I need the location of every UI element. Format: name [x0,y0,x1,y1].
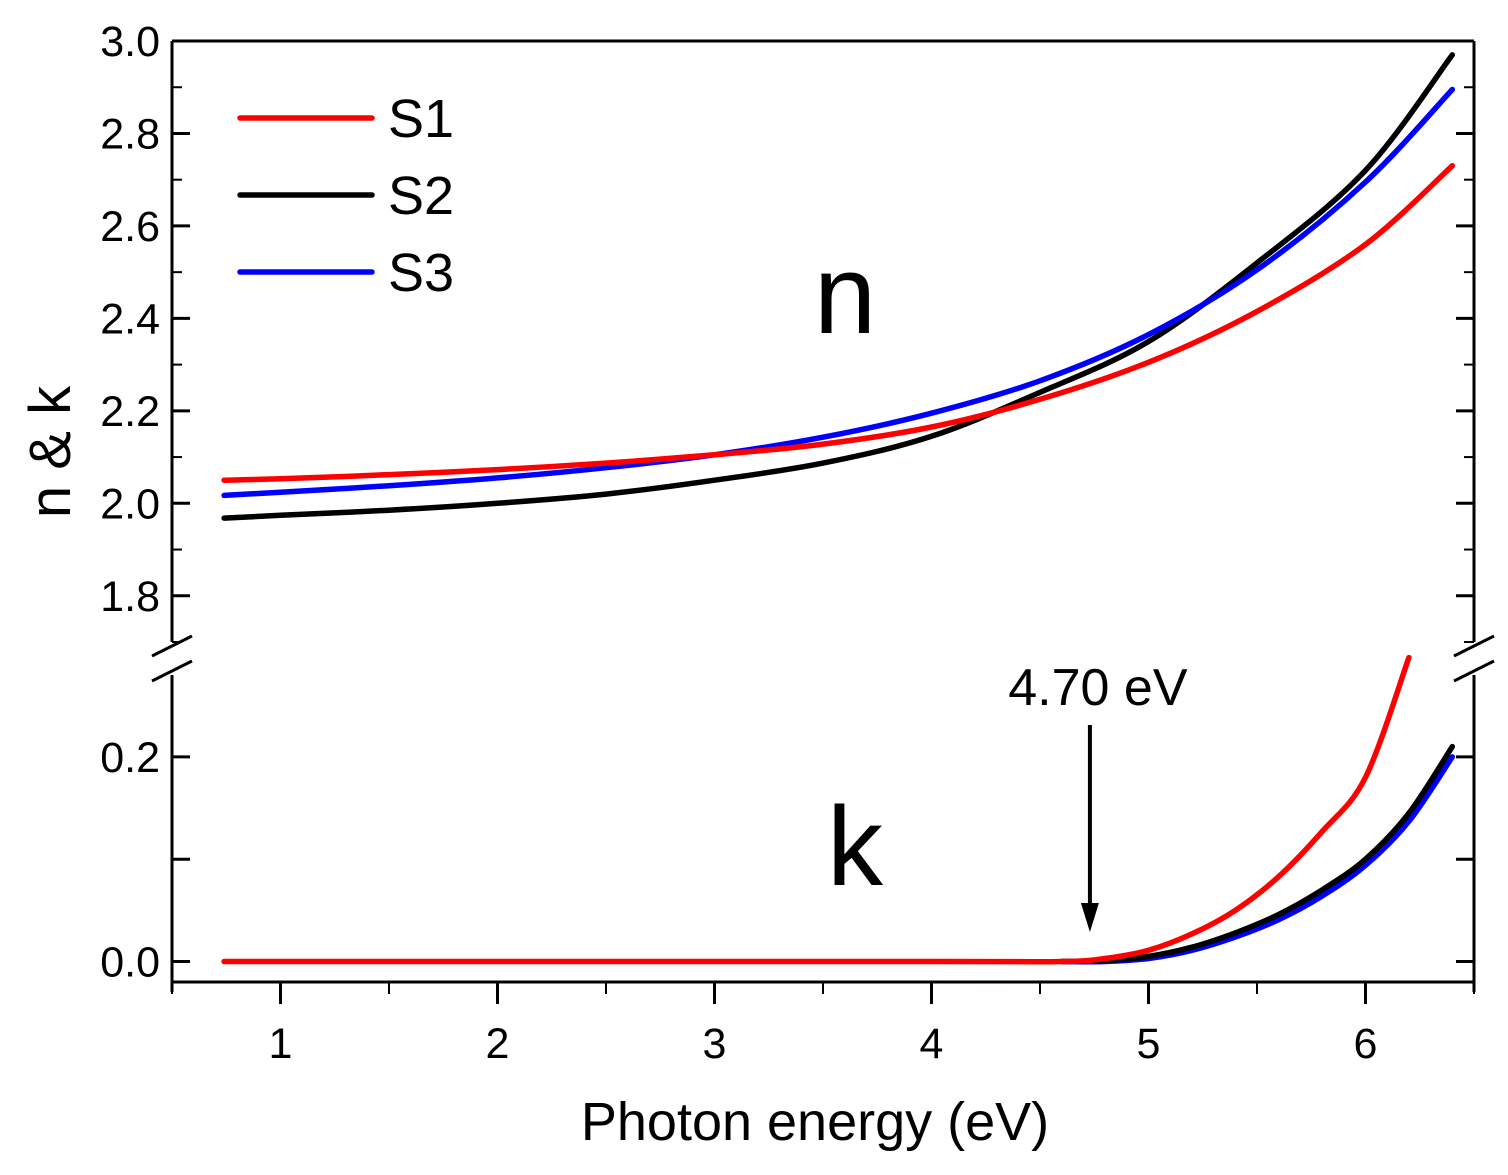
y-tick-label-upper: 2.2 [100,388,160,436]
k-series-s1 [221,654,1412,965]
annotation-label: 4.70 eV [1008,659,1188,717]
legend-label-s2: S2 [388,166,454,226]
axes [151,39,1495,1004]
y-tick-label-upper: 3.0 [100,18,160,66]
panel-label-n: n [814,232,876,357]
k-series-s3 [1058,754,1456,965]
x-tick-label: 2 [486,1020,510,1068]
series-layer [221,52,1456,965]
x-tick-label: 5 [1137,1020,1161,1068]
y-axis-label: n & k [18,385,83,518]
n-series-s1 [221,163,1456,483]
labels: 1.8 2.0 2.2 2.4 2.6 2.8 3.0 0.0 0.2 1 2 3 4 5 6 Photon … [18,18,1377,1152]
n-series-s3 [221,86,1456,499]
x-tick-label: 1 [269,1020,293,1068]
y-tick-label-upper: 2.4 [100,295,160,343]
x-tick-label: 4 [920,1020,944,1068]
legend-label-s3: S3 [388,243,454,303]
annotation-arrow-head [1080,903,1099,932]
n-series-s2 [221,52,1456,521]
axis-break-mark [151,659,193,683]
axis-break-mark [1453,634,1495,658]
panel-label-k: k [827,784,884,909]
y-tick-label-upper: 2.6 [100,203,160,251]
y-tick-label-lower: 0.2 [100,734,160,782]
legend-label-s1: S1 [388,89,454,149]
x-tick-label: 6 [1354,1020,1378,1068]
k-series-s2 [1058,743,1456,965]
y-tick-label-upper: 2.0 [100,480,160,528]
x-tick-label: 3 [703,1020,727,1068]
axis-break-mark [151,634,193,658]
legend: S1 S2 S3 [237,89,454,303]
axis-break-mark [1453,659,1495,683]
y-tick-label-upper: 2.8 [100,110,160,158]
x-axis-label: Photon energy (eV) [581,1092,1049,1152]
y-tick-label-upper: 1.8 [100,573,160,621]
y-tick-label-lower: 0.0 [100,939,160,987]
